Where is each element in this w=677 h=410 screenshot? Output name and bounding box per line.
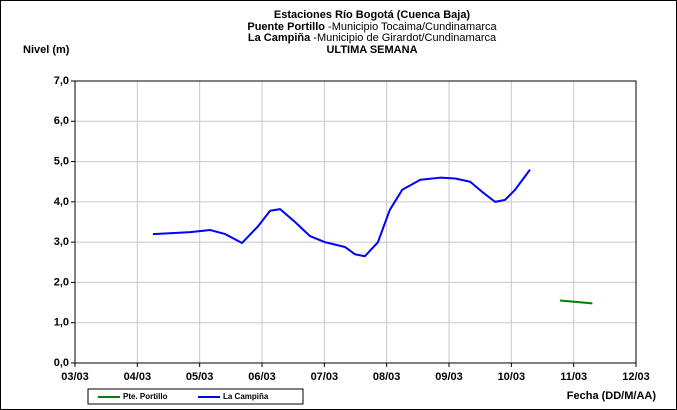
x-tick-label: 12/03 [622,371,650,383]
y-tick-label: 0,0 [54,357,69,369]
x-tick-label: 07/03 [311,371,339,383]
line [559,299,593,305]
y-tick-label: 1,0 [54,317,69,329]
subtitle-bold: La Campiña [248,32,311,44]
subtitle: Puente Portillo -Municipio Tocaima/Cundi… [247,21,497,33]
plot-area [74,80,637,364]
y-tick-label: 3,0 [54,236,69,248]
y-axis-label: Nivel (m) [23,44,70,56]
x-tick-label: 10/03 [498,371,526,383]
chart-title: Estaciones Río Bogotá (Cuenca Baja) [274,9,471,21]
y-tick-label: 6,0 [54,115,69,127]
x-tick-label: 09/03 [435,371,463,383]
x-axis-label: Fecha (DD/M/AA) [567,390,657,402]
legend-box [87,388,304,405]
subtitle-rest: -Municipio Tocaima/Cundinamarca [325,21,497,33]
y-tick-label: 5,0 [54,155,69,167]
plot-border [74,80,637,364]
period: ULTIMA SEMANA [326,44,417,56]
line [152,169,531,258]
x-tick-label: 03/03 [61,371,89,383]
subtitle-rest: -Municipio de Girardot/Cundinamarca [310,32,497,44]
x-tick-label: 08/03 [373,371,401,383]
y-tick-label: 2,0 [54,276,69,288]
legend-label: Pte. Portillo [123,392,168,401]
x-tick-label: 05/03 [186,371,214,383]
x-tick-label: 04/03 [124,371,152,383]
y-tick-label: 4,0 [54,196,69,208]
x-tick-label: 11/03 [560,371,587,383]
subtitle-bold: Puente Portillo [247,21,325,33]
x-tick-label: 06/03 [248,371,276,383]
subtitle: La Campiña -Municipio de Girardot/Cundin… [248,32,497,44]
legend-label: La Campiña [223,392,269,401]
y-tick-label: 7,0 [54,75,69,87]
